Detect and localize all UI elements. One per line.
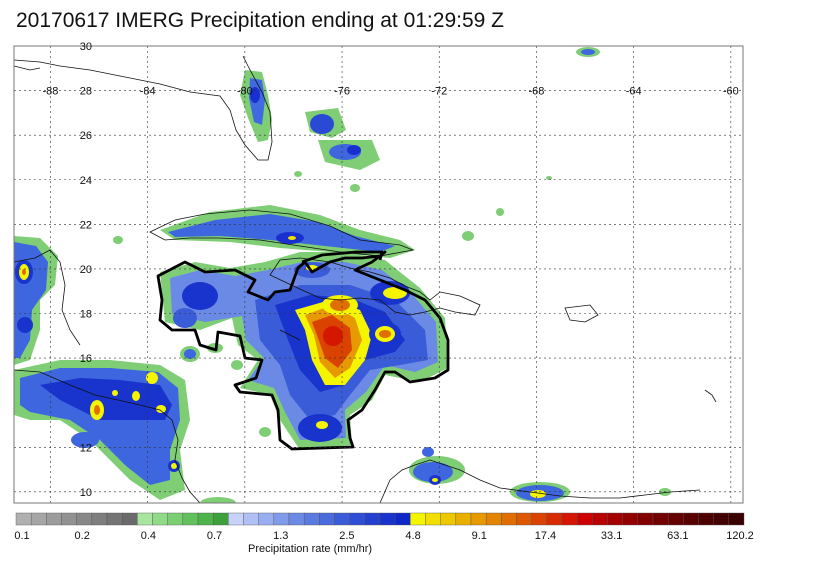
colorbar-swatch — [273, 512, 290, 526]
colorbar-swatch — [455, 512, 472, 526]
colorbar-swatch — [485, 512, 502, 526]
colorbar-swatch — [713, 512, 730, 526]
precipitation-field — [14, 47, 671, 503]
colorbar-tick-label: 0.1 — [14, 530, 30, 542]
longitude-label: -76 — [334, 86, 350, 98]
latitude-label: 22 — [80, 219, 92, 231]
colorbar-tick-label: 1.3 — [273, 530, 289, 542]
colorbar-tick-label: 33.1 — [600, 530, 623, 542]
map-frame — [13, 45, 744, 504]
colorbar-tick-label: 0.7 — [206, 530, 223, 542]
coastlines — [14, 55, 717, 503]
colorbar-swatch — [91, 512, 108, 526]
colorbar-swatch — [410, 512, 426, 526]
colorbar-swatch — [228, 512, 244, 526]
longitude-label: -60 — [723, 86, 739, 98]
longitude-label: -84 — [140, 86, 156, 98]
latitude-label: 24 — [80, 175, 92, 187]
latitude-labels: 30 28 26 24 22 20 18 16 12 10 — [80, 41, 92, 499]
colorbar-swatch — [531, 512, 548, 526]
colorbar-tick-label: 17.4 — [534, 530, 557, 542]
colorbar-swatch — [303, 512, 320, 526]
latitude-label: 16 — [80, 353, 92, 365]
colorbar-swatch — [243, 512, 259, 526]
colorbar-swatch — [501, 512, 517, 526]
colorbar-swatch — [15, 512, 32, 526]
colorbar-swatch — [607, 512, 623, 526]
colorbar-swatch — [106, 512, 123, 526]
colorbar-swatch — [622, 512, 639, 526]
longitude-labels: -88 -84 -80 -76 -72 -68 -64 -60 — [42, 86, 738, 98]
colorbar-swatch — [212, 512, 229, 526]
colorbar-swatch — [61, 512, 77, 526]
colorbar-title: Precipitation rate (mm/hr) — [248, 543, 373, 555]
colorbar-swatch — [197, 512, 214, 526]
longitude-label: -64 — [626, 86, 642, 98]
colorbar-swatch — [167, 512, 184, 526]
analysis-contour — [156, 250, 450, 451]
longitude-label: -80 — [237, 86, 253, 98]
colorbar-swatch — [30, 512, 47, 526]
colorbar-swatch — [470, 512, 487, 526]
colorbar-swatch — [394, 512, 411, 526]
colorbar-swatch — [349, 512, 366, 526]
latitude-label: 18 — [80, 309, 92, 321]
latitude-label: 30 — [80, 41, 92, 53]
colorbar-swatch — [76, 512, 93, 526]
colorbar-tick-label: 120.2 — [726, 530, 754, 542]
map-title: 20170617 IMERG Precipitation ending at 0… — [16, 9, 504, 32]
colorbar-swatch — [561, 512, 578, 526]
colorbar-swatch — [576, 512, 593, 526]
colorbar-tick-label: 4.8 — [405, 530, 421, 542]
latitude-label: 10 — [80, 487, 92, 499]
colorbar-tick-label: 63.1 — [667, 530, 689, 542]
colorbar-tick-label: 9.1 — [471, 530, 487, 542]
longitude-label: -68 — [528, 86, 544, 98]
colorbar-swatch — [121, 512, 138, 526]
colorbar-swatch — [652, 512, 669, 526]
colorbar-swatch — [319, 512, 335, 526]
colorbar-swatch — [288, 512, 305, 526]
colorbar-swatch — [440, 512, 457, 526]
colorbar-tick-label: 2.5 — [339, 530, 355, 542]
latitude-label: 12 — [80, 442, 92, 454]
longitude-label: -72 — [431, 86, 447, 98]
colorbar-swatch — [137, 512, 153, 526]
latitude-label: 26 — [80, 130, 92, 142]
colorbar-swatch — [152, 512, 168, 526]
colorbar-swatch — [592, 512, 608, 526]
colorbar-swatch — [728, 512, 745, 526]
colorbar-swatch — [182, 512, 199, 526]
map-area — [14, 46, 743, 503]
colorbar-swatch — [379, 512, 396, 526]
colorbar — [15, 512, 745, 526]
colorbar-swatch — [683, 512, 699, 526]
colorbar-swatch — [546, 512, 563, 526]
colorbar-swatch — [364, 512, 381, 526]
latitude-label: 20 — [80, 264, 92, 276]
colorbar-swatch — [667, 512, 684, 526]
latitude-label: 28 — [80, 86, 92, 98]
colorbar-swatch — [698, 512, 714, 526]
colorbar-swatch — [425, 512, 441, 526]
colorbar-swatch — [637, 512, 654, 526]
colorbar-swatch — [334, 512, 350, 526]
longitude-label: -88 — [42, 86, 58, 98]
colorbar-swatch — [258, 512, 275, 526]
colorbar-tick-label: 0.2 — [74, 530, 90, 542]
colorbar-swatch — [516, 512, 532, 526]
colorbar-tick-label: 0.4 — [140, 530, 157, 542]
colorbar-swatch — [46, 512, 62, 526]
